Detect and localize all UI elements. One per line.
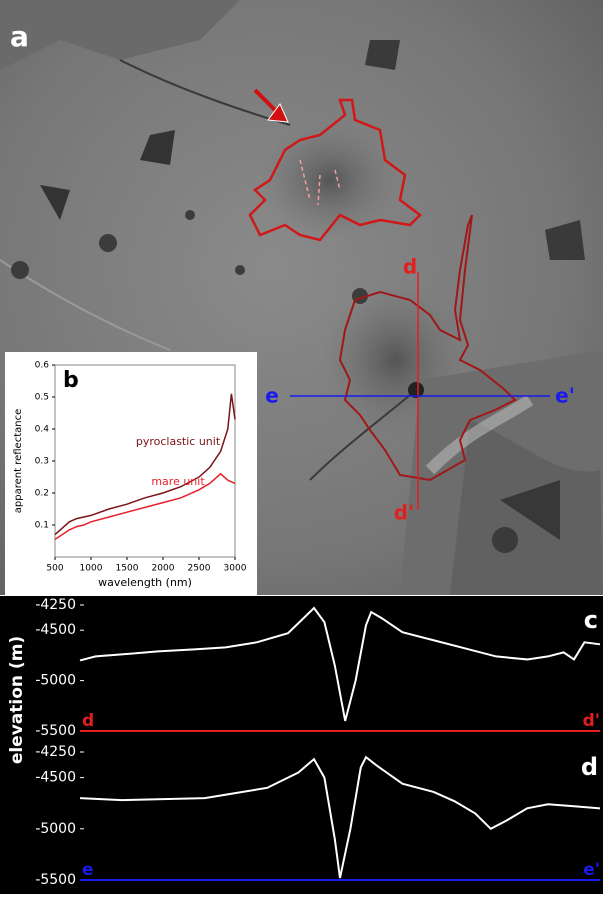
y-tick-label: -4250 [35,744,76,760]
x-tick-label: 3000 [224,564,247,574]
figure: a d d' e e' 0.1 0.2 0.3 0.4 0.5 0.6 500 1000 150… [0,0,603,903]
panel-label: d [581,753,598,781]
series-label: mare unit [151,475,205,488]
y-tick-label: 0.3 [35,457,49,467]
section-label: d' [394,501,414,525]
x-tick-label: 500 [46,564,63,574]
y-tick-label: 0.1 [35,521,49,531]
x-tick-label: 2000 [152,564,175,574]
inset-background [5,352,257,595]
section-label: e [265,384,279,408]
profile-start-label: d [82,711,94,731]
y-tick-label: -4250 [35,597,76,613]
x-tick-label: 1000 [80,564,103,574]
y-tick-label: 0.6 [35,361,50,371]
x-axis-label: wavelength (nm) [98,576,192,589]
y-tick-label: -5000 [35,821,76,837]
x-tick-label: 1500 [116,564,139,574]
y-tick-label: -4500 [35,622,76,638]
panel-label: b [63,368,79,393]
y-tick-label: -5500 [35,723,76,739]
profile-start-label: e [82,860,94,880]
x-tick-label: 2500 [188,564,211,574]
y-tick-label: -4500 [35,770,76,786]
y-tick-label: -5500 [35,872,76,888]
section-label: e' [555,384,575,408]
profile-end-label: e' [583,860,600,880]
y-axis-label: elevation (m) [7,636,27,764]
y-tick-label: 0.4 [35,425,50,435]
y-tick-label: -5000 [35,673,76,689]
panel-label: a [10,20,29,53]
profile-end-label: d' [583,711,600,731]
panel-label: c [584,606,598,634]
y-tick-label: 0.5 [35,393,49,403]
y-axis-label: apparent reflectance [13,409,24,513]
series-label: pyroclastic unit [136,435,221,448]
y-tick-label: 0.2 [35,489,49,499]
profile-background [0,596,603,894]
section-label: d [403,255,417,279]
